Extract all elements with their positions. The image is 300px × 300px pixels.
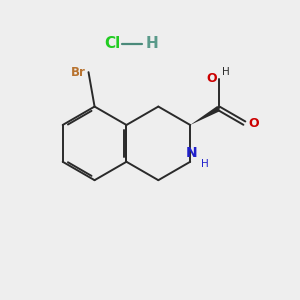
Polygon shape	[190, 106, 220, 125]
Text: Cl: Cl	[104, 37, 121, 52]
Text: O: O	[248, 117, 259, 130]
Text: N: N	[186, 146, 197, 160]
Text: H: H	[222, 68, 230, 77]
Text: H: H	[201, 159, 209, 169]
Text: O: O	[207, 73, 218, 85]
Text: Br: Br	[71, 66, 86, 79]
Text: H: H	[146, 37, 158, 52]
